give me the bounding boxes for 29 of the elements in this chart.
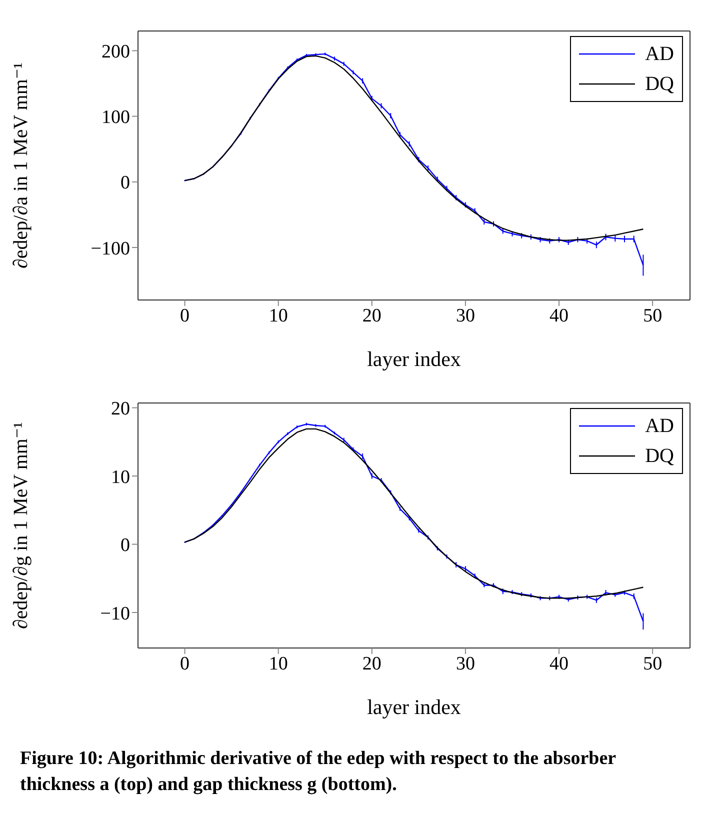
x-tick-label: 50: [643, 305, 662, 326]
y-tick-label: 20: [111, 398, 130, 420]
legend-label: AD: [645, 42, 674, 67]
caption: Figure 10: Algorithmic derivative of the edep with respect to the absorber thickness a (top) and gap thickness g (bottom).: [19, 747, 617, 797]
x-axis-title: layer index: [367, 695, 462, 719]
x-tick-label: 30: [456, 653, 475, 674]
x-tick-label: 20: [362, 653, 382, 674]
legend-label: AD: [645, 414, 674, 439]
y-tick-label: 10: [111, 466, 130, 488]
x-tick-label: 0: [180, 305, 190, 326]
x-tick-label: 50: [643, 653, 662, 674]
x-tick-label: 30: [456, 305, 475, 326]
y-axis-title: ∂edep/∂a in 1 MeV mm⁻¹: [10, 62, 32, 268]
x-tick-label: 10: [268, 653, 288, 674]
legend-label: DQ: [645, 72, 674, 97]
y-tick-label: 0: [120, 172, 130, 194]
y-tick-label: 100: [102, 107, 130, 128]
x-tick-label: 20: [362, 305, 382, 326]
y-tick-label: −10: [100, 603, 130, 624]
y-tick-label: −100: [90, 238, 130, 260]
x-axis-title: layer index: [367, 347, 462, 371]
y-tick-label: 0: [120, 535, 130, 556]
x-tick-label: 10: [268, 305, 288, 326]
x-tick-label: 40: [550, 653, 569, 674]
legend-label: DQ: [645, 444, 674, 469]
y-axis-title: ∂edep/∂g in 1 MeV mm⁻¹: [10, 422, 32, 630]
x-tick-label: 0: [180, 653, 190, 674]
y-tick-label: 200: [102, 41, 130, 62]
x-tick-label: 40: [550, 305, 569, 326]
